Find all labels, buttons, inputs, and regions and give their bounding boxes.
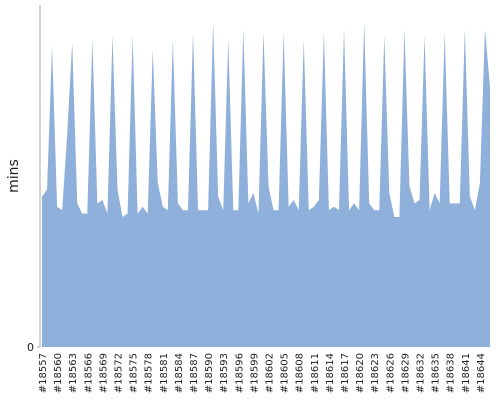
- x-tick-label: #18599: [249, 353, 260, 393]
- x-tick-label: #18560: [53, 353, 64, 393]
- x-tick-label: #18572: [114, 353, 125, 393]
- x-tick-label: #18614: [325, 353, 336, 393]
- x-tick-label: #18602: [265, 353, 276, 393]
- x-tick-label: #18644: [476, 353, 487, 393]
- area: [42, 22, 490, 347]
- x-tick-label: #18641: [461, 353, 472, 393]
- x-tick-label: #18635: [431, 353, 442, 393]
- x-tick-label: #18608: [295, 353, 306, 393]
- x-tick-label: #18581: [159, 353, 170, 393]
- x-tick-label: #18617: [340, 353, 351, 393]
- x-tick-label: #18611: [310, 353, 321, 393]
- x-tick-label: #18629: [400, 353, 411, 393]
- x-tick-label: #18563: [68, 353, 79, 393]
- x-tick-label: #18596: [234, 353, 245, 393]
- x-tick-label: #18566: [83, 353, 94, 393]
- x-tick-label: #18632: [416, 353, 427, 393]
- x-tick-label: #18605: [280, 353, 291, 393]
- x-tick-label: #18626: [385, 353, 396, 393]
- x-tick-label: #18575: [129, 353, 140, 393]
- x-tick-label: #18638: [446, 353, 457, 393]
- x-tick-label: #18620: [355, 353, 366, 393]
- x-tick-label: #18584: [174, 353, 185, 393]
- x-tick-label: #18590: [204, 353, 215, 393]
- x-tick-label: #18623: [370, 353, 381, 393]
- x-tick-label: #18569: [98, 353, 109, 393]
- x-tick-label: #18557: [38, 353, 49, 393]
- y-axis-title: mins: [6, 159, 22, 193]
- x-tick-label: #18587: [189, 353, 200, 393]
- x-tick-label: #18593: [219, 353, 230, 393]
- y-tick-label: 0: [27, 341, 34, 354]
- x-tick-label: #18578: [144, 353, 155, 393]
